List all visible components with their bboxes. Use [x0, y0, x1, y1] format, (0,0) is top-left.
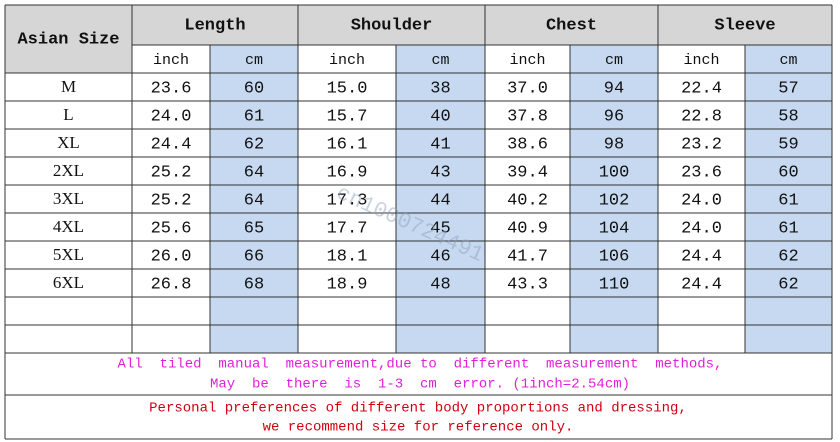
cm-column-bg	[396, 45, 485, 353]
measure-cell: 41.7	[507, 247, 548, 266]
cm-column-bg	[570, 45, 658, 353]
measure-cell: 40	[430, 107, 450, 126]
measure-cell: 22.8	[681, 107, 722, 126]
measure-cell: 40.2	[507, 191, 548, 210]
size-cell: M	[61, 77, 76, 96]
measure-cell: 23.6	[151, 79, 192, 98]
measure-cell: 24.4	[681, 247, 722, 266]
unit-header: inch	[153, 52, 189, 69]
note: All tiled manual measurement,due to diff…	[118, 357, 723, 373]
measure-cell: 23.6	[681, 163, 722, 182]
measure-cell: 15.7	[327, 107, 368, 126]
size-cell: 4XL	[53, 217, 84, 236]
size-header-bg	[5, 5, 132, 73]
measure-cell: 64	[244, 191, 264, 210]
measure-cell: 38	[430, 79, 450, 98]
measure-cell: 23.2	[681, 135, 722, 154]
measure-cell: 62	[778, 275, 798, 294]
unit-header: cm	[431, 52, 449, 69]
measure-cell: 65	[244, 219, 264, 238]
group-header: Sleeve	[714, 16, 775, 35]
unit-header: inch	[683, 52, 719, 69]
measure-cell: 58	[778, 107, 798, 126]
measure-cell: 46	[430, 247, 450, 266]
measure-cell: 39.4	[507, 163, 548, 182]
size-cell: 6XL	[53, 273, 84, 292]
measure-cell: 40.9	[507, 219, 548, 238]
header-bg	[5, 5, 832, 45]
size-header: Asian Size	[17, 30, 119, 49]
measure-cell: 96	[604, 107, 624, 126]
measure-cell: 24.0	[681, 191, 722, 210]
measure-cell: 26.8	[151, 275, 192, 294]
measure-cell: 25.2	[151, 191, 192, 210]
advice: Personal preferences of different body p…	[149, 401, 687, 417]
group-header: Length	[184, 16, 245, 35]
note: May be there is 1-3 cm error. (1inch=2.5…	[210, 377, 630, 393]
measure-cell: 17.3	[327, 191, 368, 210]
measure-cell: 38.6	[507, 135, 548, 154]
size-cell: L	[63, 105, 73, 124]
cm-column-bg	[210, 45, 298, 353]
measure-cell: 102	[599, 191, 630, 210]
measure-cell: 100	[599, 163, 630, 182]
measure-cell: 61	[778, 219, 798, 238]
measure-cell: 24.4	[681, 275, 722, 294]
measure-cell: 106	[599, 247, 630, 266]
size-cell: 5XL	[53, 245, 84, 264]
group-header: Shoulder	[351, 16, 433, 35]
measure-cell: 18.1	[327, 247, 368, 266]
measure-cell: 41	[430, 135, 450, 154]
measure-cell: 48	[430, 275, 450, 294]
measure-cell: 64	[244, 163, 264, 182]
measure-cell: 45	[430, 219, 450, 238]
measure-cell: 17.7	[327, 219, 368, 238]
measure-cell: 61	[778, 191, 798, 210]
measure-cell: 98	[604, 135, 624, 154]
measure-cell: 15.0	[327, 79, 368, 98]
unit-header: cm	[245, 52, 263, 69]
size-cell: 3XL	[53, 189, 84, 208]
measure-cell: 60	[778, 163, 798, 182]
measure-cell: 24.0	[681, 219, 722, 238]
measure-cell: 110	[599, 275, 630, 294]
measure-cell: 24.0	[151, 107, 192, 126]
measure-cell: 43.3	[507, 275, 548, 294]
size-cell: XL	[57, 133, 80, 152]
measure-cell: 16.1	[327, 135, 368, 154]
unit-header: cm	[605, 52, 623, 69]
measure-cell: 18.9	[327, 275, 368, 294]
unit-header: inch	[329, 52, 365, 69]
measure-cell: 60	[244, 79, 264, 98]
measure-cell: 104	[599, 219, 630, 238]
unit-header: inch	[509, 52, 545, 69]
measure-cell: 25.6	[151, 219, 192, 238]
measure-cell: 61	[244, 107, 264, 126]
measure-cell: 94	[604, 79, 624, 98]
measure-cell: 24.4	[151, 135, 192, 154]
measure-cell: 66	[244, 247, 264, 266]
unit-header: cm	[779, 52, 797, 69]
measure-cell: 62	[778, 247, 798, 266]
measure-cell: 37.0	[507, 79, 548, 98]
group-header: Chest	[546, 16, 597, 35]
measure-cell: 16.9	[327, 163, 368, 182]
measure-cell: 68	[244, 275, 264, 294]
measure-cell: 43	[430, 163, 450, 182]
measure-cell: 62	[244, 135, 264, 154]
measure-cell: 37.8	[507, 107, 548, 126]
measure-cell: 57	[778, 79, 798, 98]
measure-cell: 59	[778, 135, 798, 154]
measure-cell: 44	[430, 191, 450, 210]
measure-cell: 26.0	[151, 247, 192, 266]
measure-cell: 25.2	[151, 163, 192, 182]
measure-cell: 22.4	[681, 79, 722, 98]
cm-column-bg	[745, 45, 832, 353]
size-cell: 2XL	[53, 161, 84, 180]
advice: we recommend size for reference only.	[263, 420, 574, 436]
